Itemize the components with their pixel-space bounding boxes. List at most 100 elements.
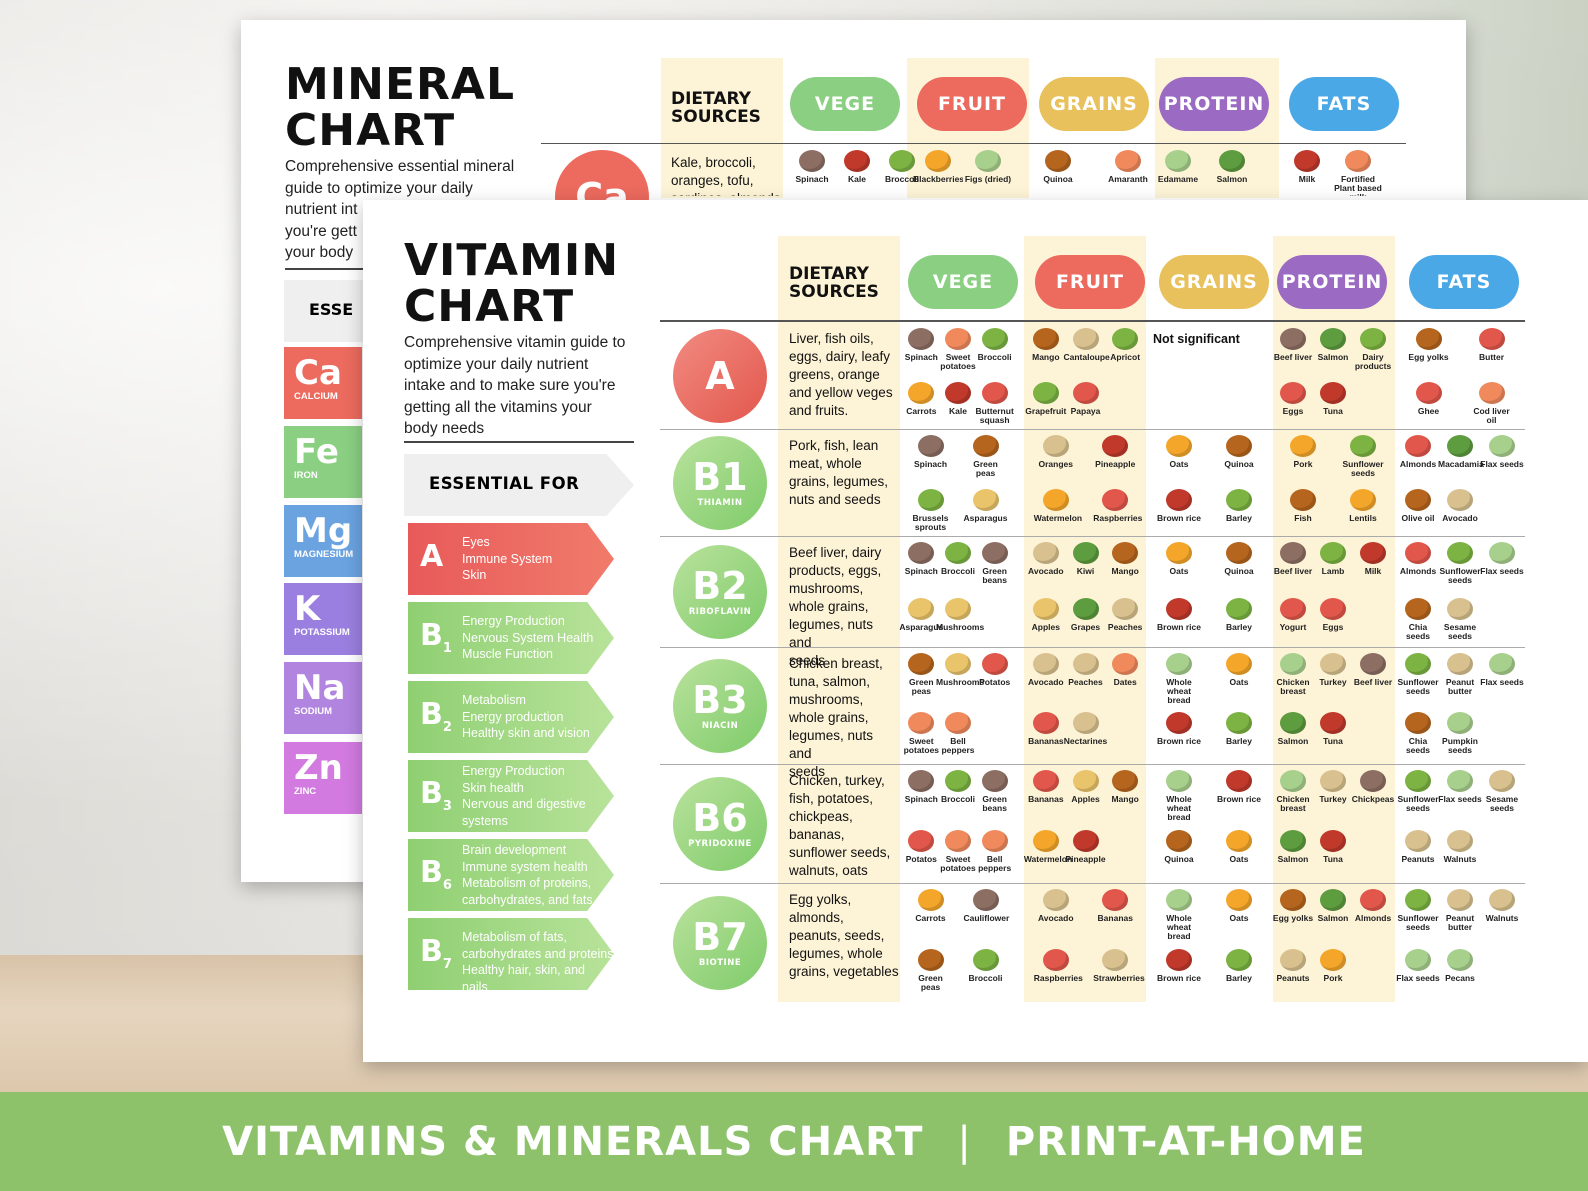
food-item: Bananas (1024, 770, 1068, 804)
mineral-title-line2: CHART (285, 105, 456, 156)
pecans-icon (1447, 948, 1473, 971)
flax-seeds-icon (1489, 435, 1515, 457)
row-separator (660, 647, 1525, 648)
food-item: Sweet potatoes (899, 711, 943, 755)
food-item: Barley (1217, 597, 1261, 632)
food-label: Whole wheat bread (1166, 794, 1192, 822)
essential-line: Brain development (462, 843, 567, 857)
food-item: Raspberries (1034, 948, 1083, 983)
food-label: Blackberries (913, 174, 963, 184)
food-label: Almonds (1354, 913, 1392, 923)
mineral-ca-sources: Kale, broccoli, oranges, tofu, sardines,… (671, 155, 781, 196)
chia-seeds-icon (1405, 597, 1431, 620)
chia-seeds-icon (1405, 711, 1431, 734)
oats-icon (1226, 889, 1252, 911)
spinach-icon (917, 435, 944, 457)
broccoli-icon (945, 542, 971, 564)
food-item: Beef liver (1271, 328, 1315, 362)
lamb-icon (1320, 542, 1346, 564)
food-label: Green peas (909, 677, 934, 696)
grains-note: Not significant (1153, 332, 1240, 346)
food-label: Broccoli (977, 352, 1012, 362)
kale-icon (945, 381, 971, 404)
food-item: Barley (1217, 711, 1261, 746)
food-label: Flax seeds (1480, 677, 1524, 687)
essential-line: Healthy hair, skin, and nails (462, 963, 585, 994)
food-item: Carrots (909, 889, 953, 923)
food-item: Broccoli (936, 770, 980, 804)
food-label: Potatos (979, 677, 1011, 687)
food-label: Raspberries (1093, 512, 1143, 523)
mineral-title: MINERAL CHART (285, 62, 515, 154)
food-item: Peaches (1103, 597, 1147, 632)
food-label: Quinoa (1164, 853, 1194, 864)
food-item: Quinoa (1033, 150, 1083, 196)
food-item: Carrots (899, 381, 943, 416)
vitamin-sources: Pork, fish, lean meat, whole grains, legum… (789, 437, 899, 509)
sesame-seeds-icon (1447, 597, 1473, 620)
food-item: Turkey (1311, 770, 1355, 804)
food-label: Eggs (1322, 621, 1344, 632)
essential-text: Energy Production Nervous System Health Mu… (462, 613, 593, 663)
peaches-icon (1072, 653, 1099, 675)
essential-line: Healthy skin and vision (462, 726, 590, 741)
food-item: Bell peppers (973, 829, 1017, 873)
essential-arrow-shape (408, 681, 614, 753)
essential-line: Energy Production (462, 614, 565, 629)
food-label: Kale (848, 174, 866, 184)
avocado-icon (1032, 542, 1059, 564)
sunflower-seeds-icon (1350, 435, 1376, 457)
essential-arrow-shape (408, 602, 614, 674)
essential-letter: B1 (420, 618, 452, 656)
salmon-icon (1280, 711, 1306, 734)
vitamin-a-circle: A (673, 328, 767, 423)
yogurt-icon (1280, 597, 1306, 620)
food-item: Egg yolks (1271, 889, 1315, 923)
quinoa-icon (1166, 829, 1192, 852)
food-item: Milk (1351, 542, 1395, 576)
sources-header-line1: DIETARY (789, 264, 869, 284)
vitamin-sources: Egg yolks, almonds, peanuts, seeds, legumes… (789, 891, 899, 981)
vege-header-pill: VEGE (908, 255, 1018, 309)
food-item: Beef liver (1271, 542, 1315, 576)
source-line: Chicken breast, (789, 656, 883, 671)
essential-letter-main: A (420, 539, 444, 574)
turkey-icon (1320, 770, 1346, 792)
banner-left-text: VITAMINS & MINERALS CHART (222, 1118, 924, 1165)
essential-item-a: A Eyes Immune System Skin (408, 523, 614, 595)
food-item: Almonds (1351, 889, 1395, 923)
pumpkin-seeds-icon (1447, 711, 1473, 734)
eggs-icon (1320, 597, 1346, 620)
food-label: Sunflower seeds (1397, 913, 1439, 932)
food-item: Chicken breast (1271, 653, 1315, 696)
food-item: Sunflower seeds (1438, 542, 1482, 585)
beef-liver-icon (1280, 542, 1306, 564)
food-label: Lentils (1349, 512, 1377, 523)
food-label: Pineapple (1065, 853, 1106, 864)
essential-line: carbohydrates and proteins (462, 946, 614, 961)
essential-letter-sub: 2 (442, 720, 452, 735)
source-line: tuna, salmon, (789, 674, 871, 689)
food-label: Cod liver oil (1473, 405, 1510, 425)
butternut-squash-icon (981, 381, 1008, 404)
olive-oil-icon (1405, 488, 1431, 511)
food-item: Dairy products (1351, 328, 1395, 371)
broccoli-icon (889, 150, 915, 172)
food-label: Sweet potatoes (940, 853, 976, 873)
food-label: Avocado (1442, 512, 1478, 523)
flax-seeds-icon (1489, 542, 1515, 564)
food-item: Green peas (909, 948, 953, 992)
food-label: Figs (dried) (964, 174, 1012, 184)
peanuts-icon (1280, 948, 1306, 971)
food-label: Turkey (1319, 794, 1347, 804)
vitamin-divider (404, 441, 634, 443)
salmon-icon (1320, 328, 1346, 350)
vitamin-desc-line: intake and to make sure you're (404, 377, 616, 394)
mineral-tile-potassium: K POTASSIUM (284, 583, 362, 655)
food-label: Mushrooms (936, 621, 985, 632)
food-item: Pumpkin seeds (1438, 711, 1482, 755)
food-label: Milk (1298, 174, 1316, 184)
food-item: Eggs (1271, 381, 1315, 416)
food-item: Apples (1024, 597, 1068, 632)
food-label: Oats (1229, 677, 1249, 687)
